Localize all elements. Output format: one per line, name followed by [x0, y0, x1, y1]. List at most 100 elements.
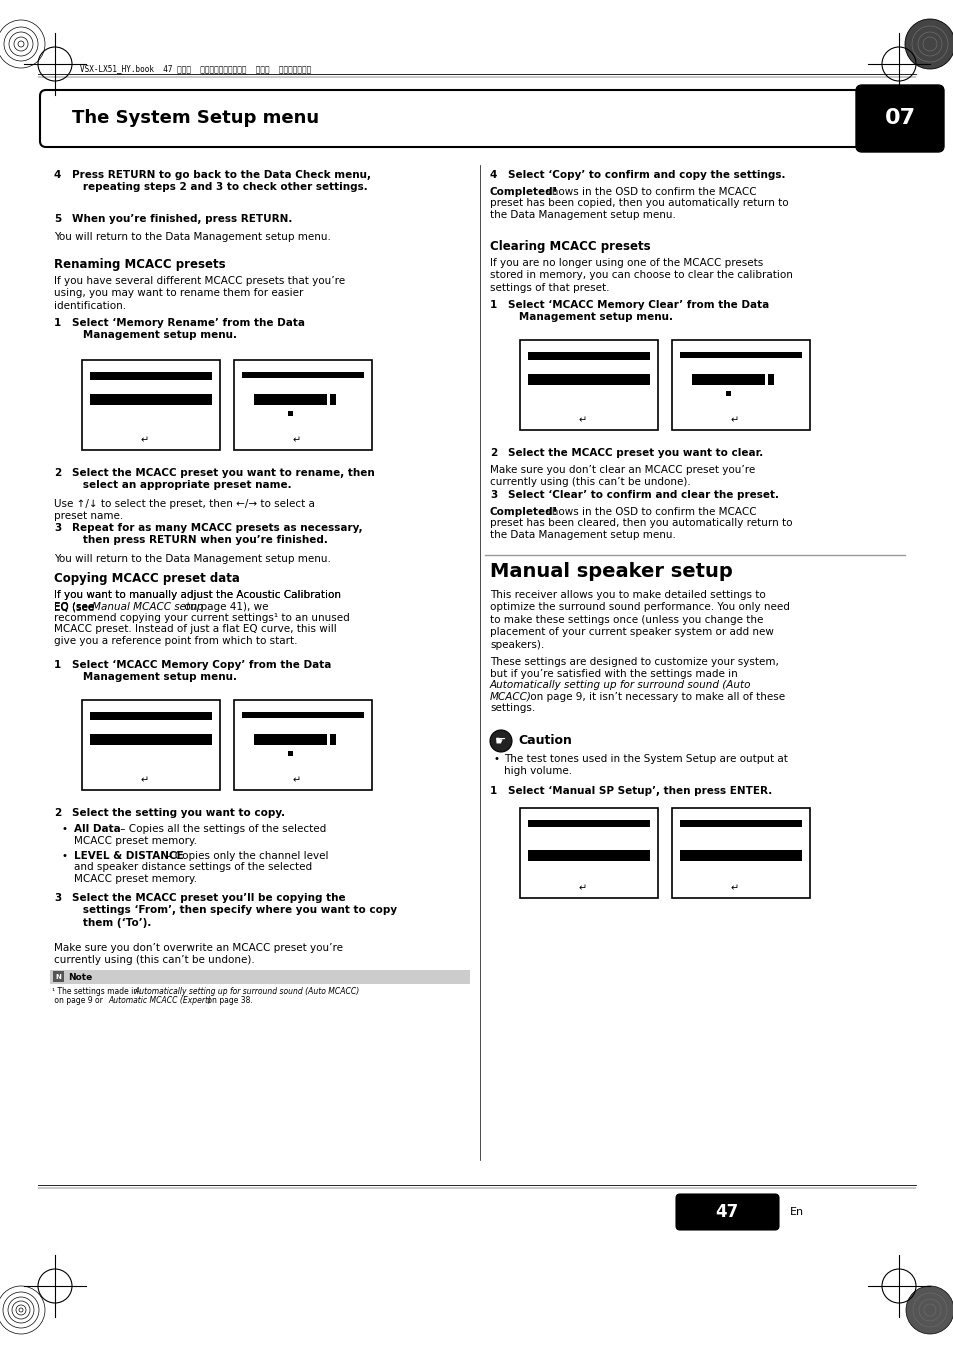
Bar: [767, 374, 773, 385]
Bar: [725, 392, 730, 396]
Text: Note: Note: [68, 972, 92, 981]
Bar: [679, 850, 801, 861]
Text: N: N: [55, 973, 61, 980]
Text: 07: 07: [883, 108, 915, 128]
Text: 2: 2: [54, 468, 61, 478]
Bar: [519, 340, 658, 431]
Text: Completed!: Completed!: [490, 188, 558, 197]
Text: Select the MCACC preset you’ll be copying the
   settings ‘From’, then specify w: Select the MCACC preset you’ll be copyin…: [71, 892, 396, 927]
Bar: [527, 819, 649, 828]
Text: ↵: ↵: [578, 414, 585, 425]
Text: ☛: ☛: [495, 734, 506, 748]
Text: ↵: ↵: [729, 883, 738, 892]
Text: EQ (see: EQ (see: [54, 602, 97, 612]
Text: ↵: ↵: [140, 775, 148, 784]
Text: Select the MCACC preset you want to clear.: Select the MCACC preset you want to clea…: [507, 448, 762, 458]
Text: These settings are designed to customize your system,
but if you’re satisfied wi: These settings are designed to customize…: [490, 657, 778, 679]
Circle shape: [490, 730, 512, 752]
Bar: [671, 809, 809, 898]
Text: Select the MCACC preset you want to rename, then
   select an appropriate preset: Select the MCACC preset you want to rena…: [71, 468, 375, 490]
Text: give you a reference point from which to start.: give you a reference point from which to…: [54, 636, 297, 647]
Text: Copying MCACC preset data: Copying MCACC preset data: [54, 572, 239, 585]
Text: 1: 1: [490, 786, 497, 796]
Text: ↵: ↵: [292, 775, 300, 784]
Text: the Data Management setup menu.: the Data Management setup menu.: [490, 211, 675, 220]
Text: preset has been cleared, then you automatically return to: preset has been cleared, then you automa…: [490, 518, 792, 528]
Text: high volume.: high volume.: [503, 765, 572, 775]
Text: All Data: All Data: [74, 824, 121, 834]
Text: Select the setting you want to copy.: Select the setting you want to copy.: [71, 809, 285, 818]
Text: Select ‘Clear’ to confirm and clear the preset.: Select ‘Clear’ to confirm and clear the …: [507, 490, 779, 500]
Text: Manual speaker setup: Manual speaker setup: [490, 562, 732, 580]
Text: Automatic MCACC (Expert): Automatic MCACC (Expert): [108, 996, 211, 1004]
Text: Caution: Caution: [517, 734, 571, 747]
Bar: [82, 701, 220, 790]
Text: Automatically setting up for surround sound (Auto: Automatically setting up for surround so…: [490, 680, 751, 690]
Bar: [691, 374, 764, 385]
Bar: [53, 971, 64, 981]
Text: 5: 5: [54, 215, 61, 224]
Bar: [519, 809, 658, 898]
Text: If you have several different MCACC presets that you’re
using, you may want to r: If you have several different MCACC pres…: [54, 275, 345, 310]
Text: Renaming MCACC presets: Renaming MCACC presets: [54, 258, 226, 271]
Text: You will return to the Data Management setup menu.: You will return to the Data Management s…: [54, 232, 331, 242]
Bar: [82, 360, 220, 450]
Text: 3: 3: [54, 522, 61, 533]
Text: If you are no longer using one of the MCACC presets
stored in memory, you can ch: If you are no longer using one of the MC…: [490, 258, 792, 293]
Text: 1: 1: [54, 660, 61, 670]
Text: – Copies only the channel level: – Copies only the channel level: [163, 850, 328, 861]
Bar: [253, 394, 327, 405]
Text: 2: 2: [54, 809, 61, 818]
Text: Select ‘Copy’ to confirm and copy the settings.: Select ‘Copy’ to confirm and copy the se…: [507, 170, 784, 180]
Bar: [679, 819, 801, 828]
Text: ↵: ↵: [140, 435, 148, 446]
Text: 4: 4: [54, 170, 61, 180]
Text: •: •: [62, 824, 68, 834]
Text: If you want to manually adjust the Acoustic Calibration
EQ (see: If you want to manually adjust the Acous…: [54, 590, 340, 613]
Text: LEVEL & DISTANCE: LEVEL & DISTANCE: [74, 850, 184, 861]
Bar: [90, 711, 212, 720]
Text: and speaker distance settings of the selected: and speaker distance settings of the sel…: [74, 863, 312, 872]
Bar: [671, 340, 809, 431]
Text: Select ‘MCACC Memory Copy’ from the Data
   Management setup menu.: Select ‘MCACC Memory Copy’ from the Data…: [71, 660, 331, 682]
Text: 1: 1: [54, 319, 61, 328]
Text: MCACC preset memory.: MCACC preset memory.: [74, 873, 196, 884]
Text: 3: 3: [490, 490, 497, 500]
Bar: [242, 711, 364, 718]
Text: MCACC preset memory.: MCACC preset memory.: [74, 836, 196, 845]
Text: The test tones used in the System Setup are output at: The test tones used in the System Setup …: [503, 755, 787, 764]
FancyBboxPatch shape: [676, 1193, 779, 1230]
Bar: [90, 373, 212, 379]
Bar: [233, 701, 372, 790]
Text: You will return to the Data Management setup menu.: You will return to the Data Management s…: [54, 554, 331, 564]
Bar: [242, 373, 364, 378]
Text: Make sure you don’t overwrite an MCACC preset you’re
currently using (this can’t: Make sure you don’t overwrite an MCACC p…: [54, 944, 343, 965]
Text: ¹ The settings made in: ¹ The settings made in: [52, 987, 140, 996]
Bar: [527, 352, 649, 360]
Text: When you’re finished, press RETURN.: When you’re finished, press RETURN.: [71, 215, 292, 224]
Text: Automatically setting up for surround sound (Auto MCACC): Automatically setting up for surround so…: [133, 987, 359, 996]
Text: on page 41), we: on page 41), we: [181, 602, 268, 612]
Bar: [50, 971, 470, 984]
Text: Manual MCACC setup: Manual MCACC setup: [91, 602, 203, 612]
Text: If you want to manually adjust the Acoustic Calibration: If you want to manually adjust the Acous…: [54, 590, 340, 599]
Text: Repeat for as many MCACC presets as necessary,
   then press RETURN when you’re : Repeat for as many MCACC presets as nece…: [71, 522, 362, 545]
Bar: [253, 734, 327, 745]
Text: Make sure you don’t clear an MCACC preset you’re
currently using (this can’t be : Make sure you don’t clear an MCACC prese…: [490, 464, 755, 487]
Text: recommend copying your current settings¹ to an unused: recommend copying your current settings¹…: [54, 613, 350, 622]
Circle shape: [905, 1287, 953, 1334]
Bar: [330, 734, 335, 745]
Text: the Data Management setup menu.: the Data Management setup menu.: [490, 531, 675, 540]
Text: Clearing MCACC presets: Clearing MCACC presets: [490, 240, 650, 252]
Text: Select ‘MCACC Memory Clear’ from the Data
   Management setup menu.: Select ‘MCACC Memory Clear’ from the Dat…: [507, 300, 768, 323]
Bar: [288, 412, 293, 416]
Bar: [288, 751, 293, 756]
Text: Select ‘Memory Rename’ from the Data
   Management setup menu.: Select ‘Memory Rename’ from the Data Man…: [71, 319, 305, 340]
Text: 2: 2: [490, 448, 497, 458]
Circle shape: [904, 19, 953, 69]
Bar: [527, 374, 649, 385]
Text: •: •: [494, 755, 499, 764]
Text: ↵: ↵: [578, 883, 585, 892]
Text: MCACC): MCACC): [490, 691, 532, 702]
Text: ↵: ↵: [292, 435, 300, 446]
